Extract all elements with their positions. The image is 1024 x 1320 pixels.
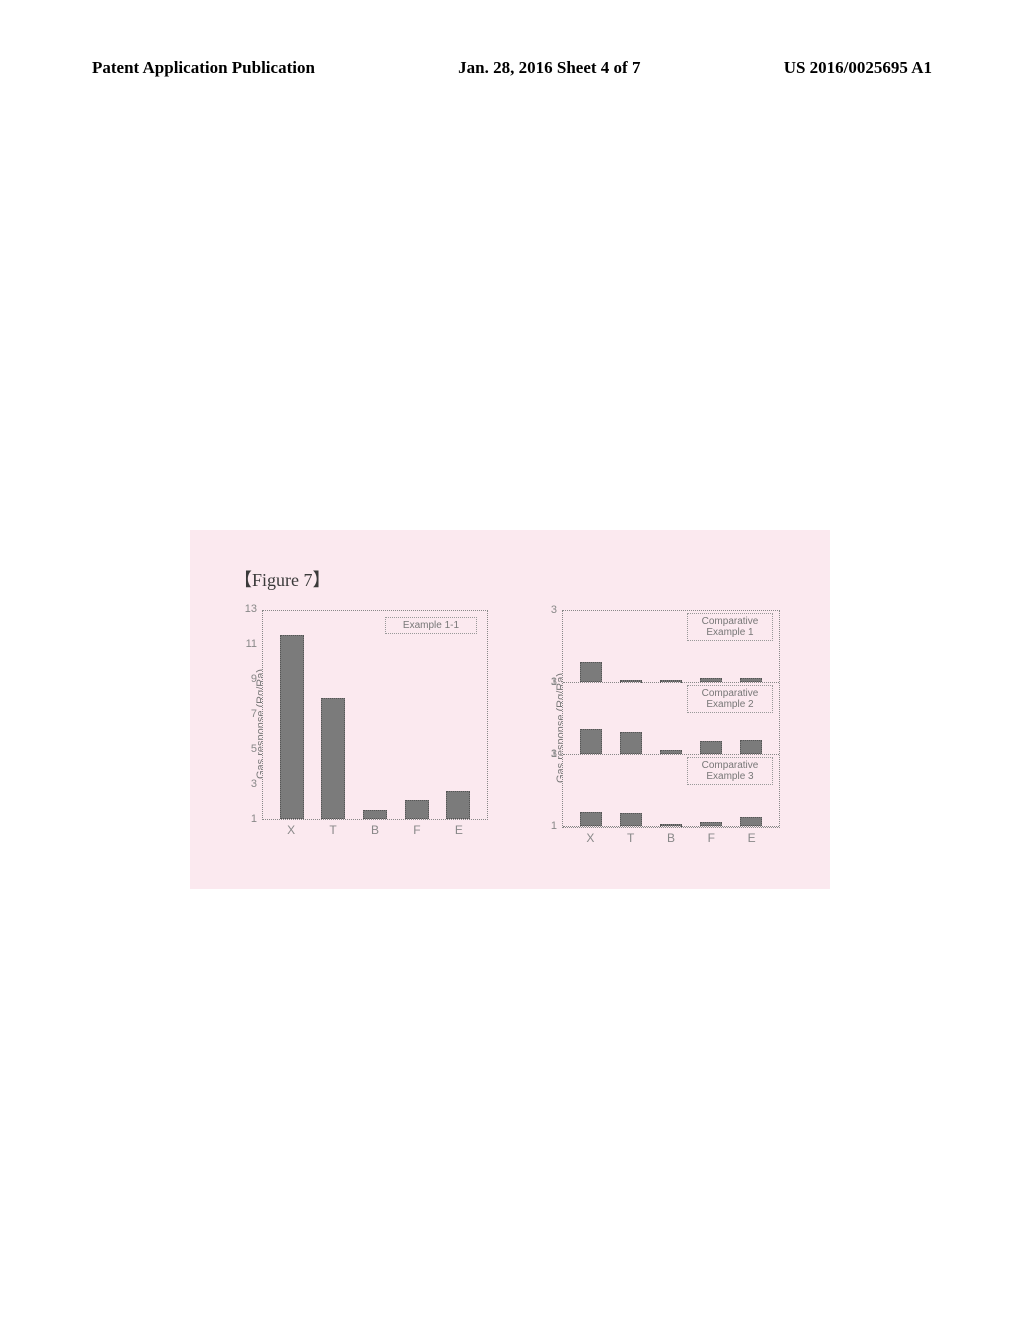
bar — [446, 791, 470, 819]
ytick: 9 — [251, 673, 263, 685]
bar — [700, 822, 722, 826]
ytick: 5 — [251, 743, 263, 755]
xlabels-right: XTBFE — [562, 828, 780, 845]
xlabel: F — [413, 823, 420, 837]
bars-area — [563, 683, 779, 754]
ytick: 3 — [551, 748, 563, 760]
bar — [580, 729, 602, 754]
bar — [660, 750, 682, 754]
bar — [405, 800, 429, 819]
xlabel: E — [455, 823, 463, 837]
xlabel: F — [708, 831, 715, 845]
chart-example-1-1: Gas response (Rg/Ra) Example 1-1 1357911… — [218, 610, 508, 837]
xlabel: X — [586, 831, 594, 845]
ytick: 3 — [551, 604, 563, 616]
xlabel: B — [667, 831, 675, 845]
xlabel: T — [329, 823, 336, 837]
bar — [740, 817, 762, 826]
bar — [660, 680, 682, 682]
bar — [363, 810, 387, 819]
bar — [660, 824, 682, 826]
bar — [740, 678, 762, 682]
chart-comparative: Gas response (Rg/Ra) 13Comparative Examp… — [518, 610, 798, 845]
bars-area — [563, 755, 779, 826]
ytick: 3 — [251, 778, 263, 790]
ytick: 3 — [551, 676, 563, 688]
subplot: 13Comparative Example 2 — [563, 683, 779, 755]
ytick: 13 — [245, 603, 263, 615]
bar — [620, 813, 642, 826]
xlabel: E — [748, 831, 756, 845]
bar — [700, 741, 722, 754]
charts-row: Gas response (Rg/Ra) Example 1-1 1357911… — [218, 610, 802, 845]
plot-left: Example 1-1 135791113 — [262, 610, 488, 820]
bar — [620, 732, 642, 754]
subplot: 13Comparative Example 1 — [563, 611, 779, 683]
ytick: 7 — [251, 708, 263, 720]
bar — [580, 812, 602, 826]
header-right: US 2016/0025695 A1 — [784, 58, 932, 78]
bar — [700, 678, 722, 682]
plot-right: 13Comparative Example 113Comparative Exa… — [562, 610, 780, 828]
page-header: Patent Application Publication Jan. 28, … — [0, 58, 1024, 78]
header-left: Patent Application Publication — [92, 58, 315, 78]
bar — [321, 698, 345, 819]
ytick: 1 — [551, 820, 563, 832]
xlabel: X — [287, 823, 295, 837]
bar — [620, 680, 642, 682]
figure-7-panel: 【Figure 7】 Gas response (Rg/Ra) Example … — [190, 530, 830, 889]
header-center: Jan. 28, 2016 Sheet 4 of 7 — [458, 58, 640, 78]
subplot: 13Comparative Example 3 — [563, 755, 779, 827]
xlabel: T — [627, 831, 634, 845]
bar — [280, 635, 304, 819]
bars-area-left — [263, 611, 487, 819]
bars-area — [563, 611, 779, 682]
ytick: 11 — [246, 638, 263, 650]
bar — [740, 740, 762, 754]
figure-caption: 【Figure 7】 — [234, 566, 802, 592]
bar — [580, 662, 602, 682]
ytick: 1 — [251, 813, 263, 825]
xlabel: B — [371, 823, 379, 837]
xlabels-left: XTBFE — [262, 820, 488, 837]
